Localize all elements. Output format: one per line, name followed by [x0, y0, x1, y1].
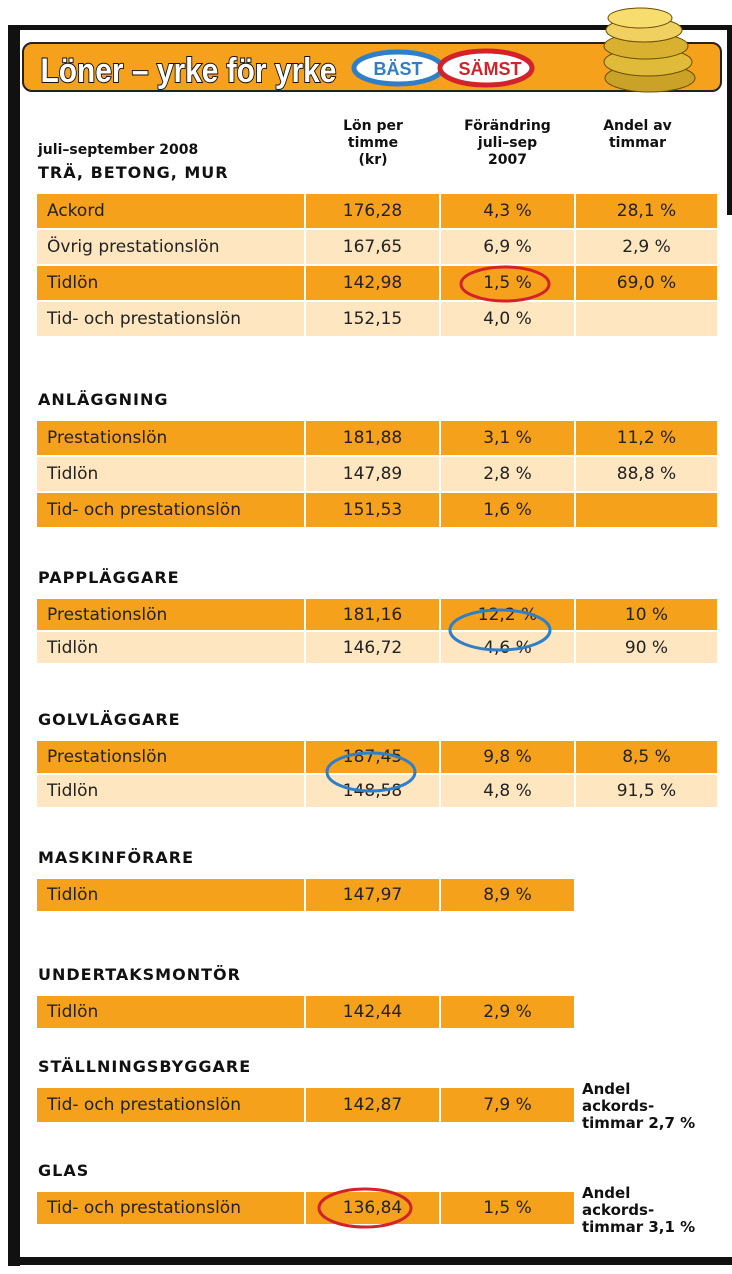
red-ring — [319, 1189, 411, 1227]
blue-ring — [327, 753, 415, 791]
blue-ring — [450, 610, 550, 650]
page: Löner – yrke för yrke BÄST SÄMST juli–se… — [0, 0, 732, 1274]
red-ring — [461, 267, 549, 301]
rings — [0, 0, 732, 1274]
